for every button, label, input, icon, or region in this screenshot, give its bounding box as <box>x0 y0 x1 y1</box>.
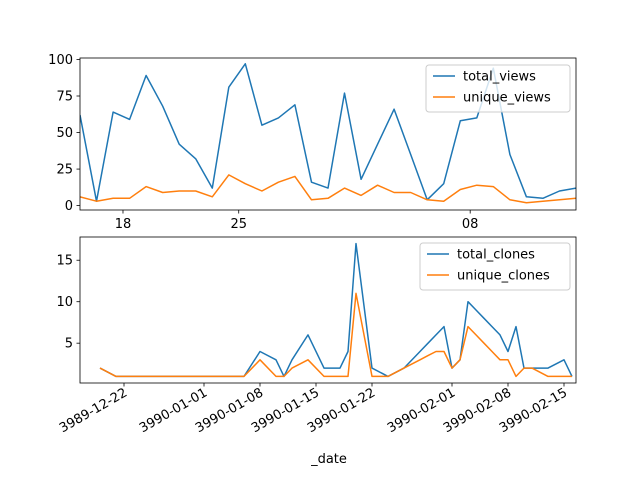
legend-label: total_clones <box>457 248 535 263</box>
y-tick-label: 75 <box>56 90 73 105</box>
y-tick-label: 0 <box>65 199 73 214</box>
x-axis-label: _date <box>310 452 347 467</box>
series-line-unique-clones <box>99 292 572 378</box>
y-tick-label: 5 <box>65 337 73 352</box>
x-tick-label: 18 <box>115 217 132 232</box>
series-line-unique-views <box>80 174 576 204</box>
y-tick-label: 15 <box>56 254 73 269</box>
legend: total_clones unique_clones <box>419 242 571 291</box>
legend-label: unique_views <box>463 91 551 106</box>
x-tick-label: 25 <box>230 217 247 232</box>
y-tick-label: 25 <box>56 163 73 178</box>
y-tick-label: 50 <box>56 126 73 141</box>
x-tick-label: 3989-12-22 <box>57 385 130 436</box>
series-line-total-clones <box>99 242 573 378</box>
legend-label: unique_clones <box>457 269 550 284</box>
y-tick-label: 100 <box>48 53 73 68</box>
legend: total_views unique_views <box>425 64 571 113</box>
axes-frame <box>79 57 577 211</box>
y-tick-label: 10 <box>56 295 73 310</box>
legend-label: total_views <box>463 70 536 85</box>
views-chart: 0 25 50 75 100 18 25 08 total_views unique_views <box>48 53 577 232</box>
axes-frame <box>79 236 577 384</box>
x-tick-label: 08 <box>462 217 479 232</box>
